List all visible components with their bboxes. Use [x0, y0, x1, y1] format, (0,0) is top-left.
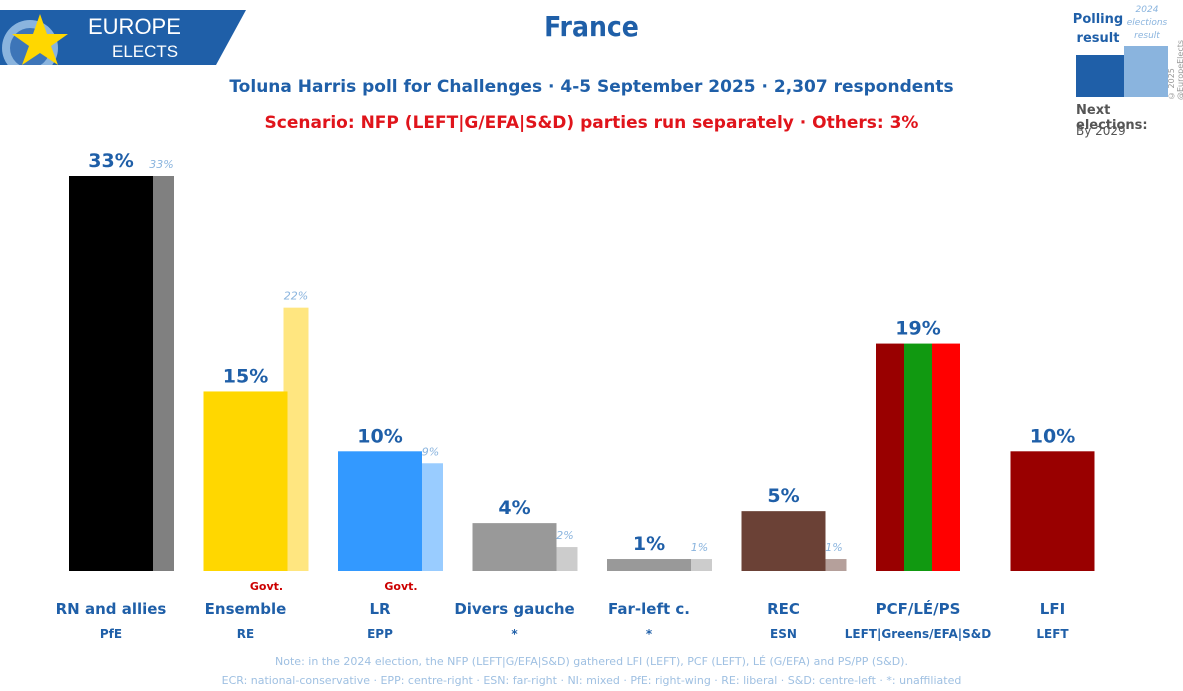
group-label: *: [511, 627, 518, 641]
footnote-groups: ECR: national-conservative · EPP: centre…: [221, 674, 962, 687]
category-label: RN and allies: [56, 600, 167, 618]
group-label: PfE: [100, 627, 122, 641]
legend-poll-swatch: [1076, 55, 1124, 97]
poll-bar: [338, 451, 422, 571]
result-bar: [149, 176, 174, 571]
poll-bar: [203, 391, 288, 571]
category-label: REC: [767, 600, 800, 618]
result-value-label: 2%: [556, 529, 573, 542]
group-label: LEFT|Greens/EFA|S&D: [845, 627, 992, 641]
group-label: LEFT: [1036, 627, 1069, 641]
star-icon: [12, 14, 68, 65]
result-value-label: 33%: [149, 158, 173, 171]
poll-value-label: 1%: [633, 533, 665, 555]
result-value-label: 1%: [691, 541, 708, 554]
footnote-nfp: Note: in the 2024 election, the NFP (LEF…: [275, 655, 908, 668]
poll-value-label: 5%: [767, 485, 799, 507]
next-elections-label: Next elections:: [1076, 103, 1148, 133]
group-label: RE: [237, 627, 254, 641]
poll-bar-stripe: [876, 343, 904, 571]
poll-value-label: 33%: [88, 150, 133, 172]
result-bar: [687, 559, 712, 571]
poll-subtitle: Toluna Harris poll for Challenges · 4-5 …: [229, 77, 954, 97]
legend-poll-label: Polling result: [1072, 12, 1124, 46]
poll-bar: [741, 511, 826, 571]
scenario-note: Scenario: NFP (LEFT|G/EFA|S&D) parties r…: [264, 113, 919, 133]
group-label: ESN: [770, 627, 797, 641]
result-value-label: 9%: [422, 445, 439, 458]
logo-line2: ELECTS: [112, 42, 178, 61]
category-label: Ensemble: [205, 600, 287, 618]
category-label: LFI: [1040, 600, 1065, 618]
result-value-label: 22%: [284, 290, 308, 303]
poll-value-label: 10%: [1030, 425, 1075, 447]
poll-bar: [607, 559, 691, 571]
poll-bar-stripe: [932, 343, 960, 571]
legend-result-swatch: [1124, 46, 1168, 97]
category-label: PCF/LÉ/PS: [876, 599, 961, 618]
poll-value-label: 10%: [357, 425, 402, 447]
poll-value-label: 4%: [498, 497, 530, 519]
poll-bar-stripe: [904, 343, 932, 571]
next-elections-value: By 2029: [1076, 124, 1126, 138]
poll-bar: [69, 176, 153, 571]
group-label: EPP: [367, 627, 393, 641]
legend-result-label: 2024 elections result: [1126, 5, 1168, 41]
group-label: *: [646, 627, 653, 641]
poll-value-label: 19%: [895, 318, 940, 340]
poll-bar: [472, 523, 557, 571]
result-value-label: 1%: [825, 541, 842, 554]
poll-value-label: 15%: [223, 365, 268, 387]
result-bar: [283, 307, 309, 571]
logo-line1: EUROPE: [88, 14, 181, 39]
govt-label: Govt.: [250, 580, 283, 593]
category-label: LR: [369, 600, 391, 618]
result-bar: [821, 559, 847, 571]
govt-label: Govt.: [384, 580, 417, 593]
page-title: France: [544, 10, 639, 43]
result-bar: [418, 463, 443, 571]
result-bar: [552, 547, 578, 571]
europe-elects-logo: EUROPE ELECTS: [0, 10, 246, 65]
poll-bar: [1010, 451, 1095, 571]
poll-bar-chart: 33% 33% RN and allies PfE 22% 15% Govt. Ensembl…: [56, 150, 1095, 641]
category-label: Divers gauche: [454, 600, 574, 618]
category-label: Far-left c.: [608, 600, 690, 618]
